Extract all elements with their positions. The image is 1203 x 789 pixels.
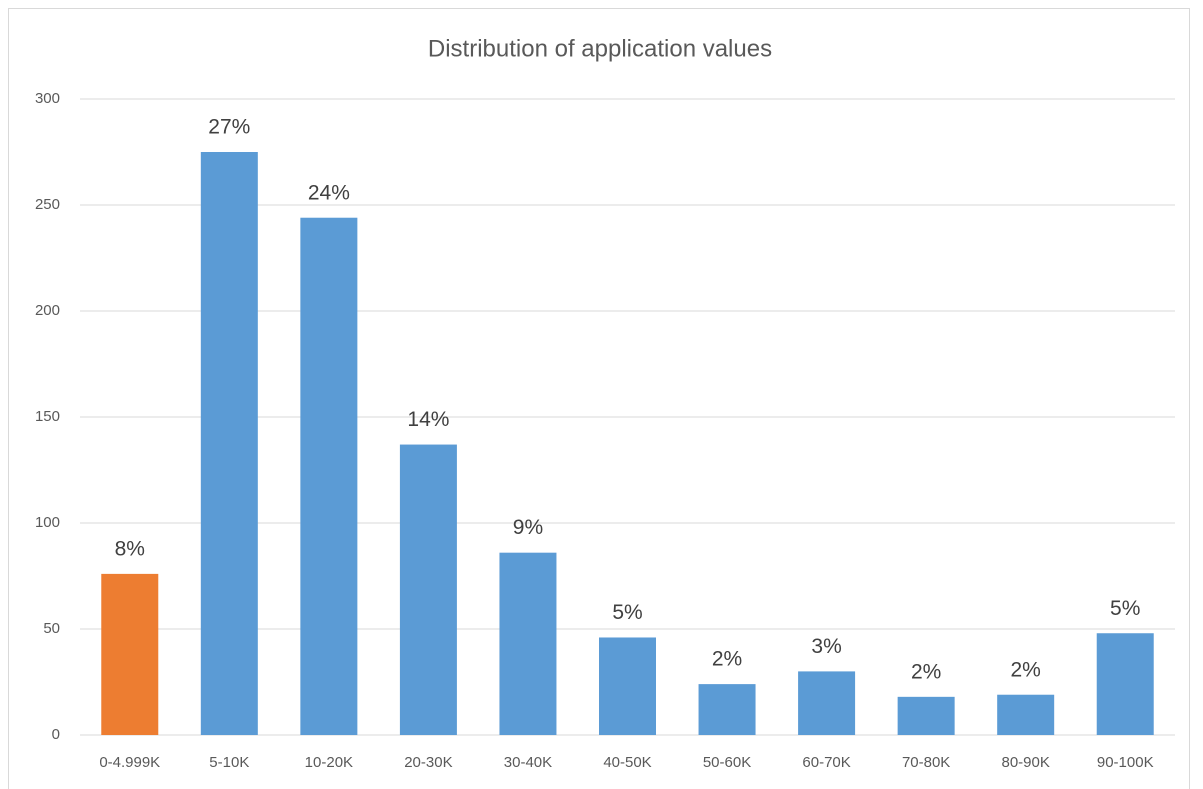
data-label: 2% <box>712 648 742 671</box>
bar <box>200 152 258 735</box>
bar <box>499 552 557 735</box>
x-tick-label: 80-90K <box>1001 754 1049 771</box>
bar <box>101 573 159 735</box>
x-tick-label: 50-60K <box>703 754 751 771</box>
x-tick-label: 5-10K <box>209 754 249 771</box>
x-tick-label: 20-30K <box>404 754 452 771</box>
x-tick-label: 30-40K <box>504 754 552 771</box>
data-label: 5% <box>1110 597 1140 620</box>
chart-title: Distribution of application values <box>428 35 772 62</box>
bar <box>599 637 656 735</box>
data-label: 8% <box>115 537 145 560</box>
bar <box>698 684 756 735</box>
data-label: 9% <box>513 516 543 539</box>
bar <box>897 696 955 735</box>
data-label: 14% <box>407 408 449 431</box>
data-label: 5% <box>612 601 642 624</box>
x-tick-label: 60-70K <box>802 754 850 771</box>
data-label: 2% <box>1011 658 1041 681</box>
x-tick-label: 40-50K <box>603 754 651 771</box>
bar <box>798 671 856 735</box>
x-tick-label: 0-4.999K <box>99 754 160 771</box>
data-label: 24% <box>308 181 350 204</box>
y-tick-label: 300 <box>35 90 60 107</box>
data-label: 2% <box>911 660 941 683</box>
y-tick-label: 200 <box>35 302 60 319</box>
y-tick-label: 100 <box>35 514 60 531</box>
bar <box>399 444 457 735</box>
x-tick-label: 90-100K <box>1097 754 1154 771</box>
bar <box>300 217 358 736</box>
y-tick-label: 50 <box>43 620 60 637</box>
y-tick-label: 0 <box>52 726 60 743</box>
data-label: 27% <box>208 116 250 139</box>
bar <box>1096 633 1154 735</box>
data-label: 3% <box>811 635 841 658</box>
y-tick-label: 250 <box>35 196 60 213</box>
y-tick-label: 150 <box>35 408 60 425</box>
bar <box>997 694 1055 735</box>
x-tick-label: 70-80K <box>902 754 950 771</box>
x-tick-label: 10-20K <box>305 754 353 771</box>
